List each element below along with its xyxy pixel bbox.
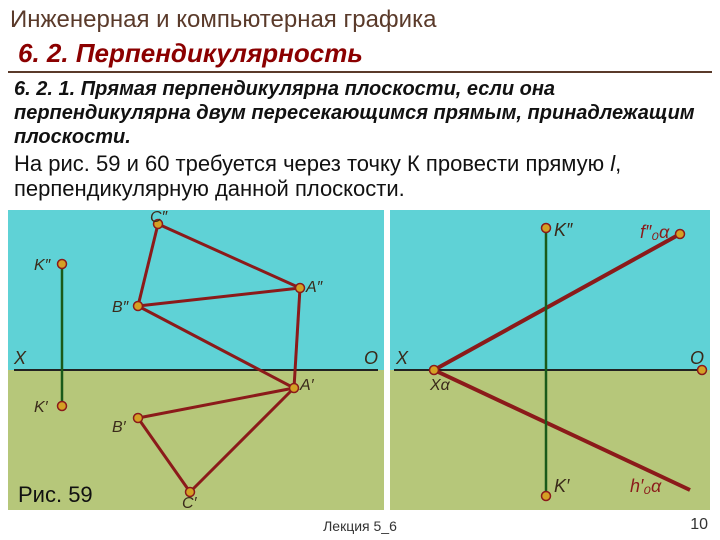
svg-text:B″: B″ <box>112 299 130 316</box>
figures-row: XOK″C″B″A″K′B′A′C′ Рис. 59 XXαOK″K′f″₀αh… <box>0 210 720 510</box>
page-number: 10 <box>690 516 708 534</box>
course-header: Инженерная и компьютерная графика <box>0 0 720 38</box>
svg-text:K″: K″ <box>34 257 52 274</box>
svg-text:f″₀α: f″₀α <box>640 222 670 242</box>
figure-59-label: Рис. 59 <box>18 482 93 508</box>
figure-60-svg: X Xα O K″ K′ f″₀α h′₀α <box>390 210 710 510</box>
svg-text:O: O <box>690 348 704 368</box>
body-pre: На рис. 59 и 60 требуется через точку К … <box>14 151 610 176</box>
figure-60: X Xα O K″ K′ f″₀α h′₀α <box>390 210 712 510</box>
svg-text:C′: C′ <box>182 495 198 510</box>
svg-text:O: O <box>364 348 378 368</box>
svg-text:A′: A′ <box>299 377 315 394</box>
svg-text:C″: C″ <box>150 210 169 226</box>
svg-text:B′: B′ <box>112 419 127 436</box>
subsection-text: 6. 2. 1. Прямая перпендикулярна плоскост… <box>0 73 720 149</box>
svg-text:X: X <box>395 348 409 368</box>
section-title: 6. 2. Перпендикулярность <box>8 38 712 73</box>
body-text: На рис. 59 и 60 требуется через точку К … <box>0 149 720 206</box>
figure-59-svg: X O K″ C″ B″ A″ K′ B′ A′ C′ <box>8 210 384 510</box>
svg-text:K′: K′ <box>554 476 570 496</box>
svg-text:h′₀α: h′₀α <box>630 476 662 496</box>
svg-text:K′: K′ <box>34 399 49 416</box>
svg-text:K″: K″ <box>554 220 573 240</box>
lecture-footer: Лекция 5_6 <box>323 518 397 534</box>
svg-text:Xα: Xα <box>429 377 451 394</box>
svg-text:A″: A″ <box>305 279 324 296</box>
svg-text:X: X <box>13 348 27 368</box>
figure-59: X O K″ C″ B″ A″ K′ B′ A′ C′ Рис. 59 <box>8 210 384 510</box>
